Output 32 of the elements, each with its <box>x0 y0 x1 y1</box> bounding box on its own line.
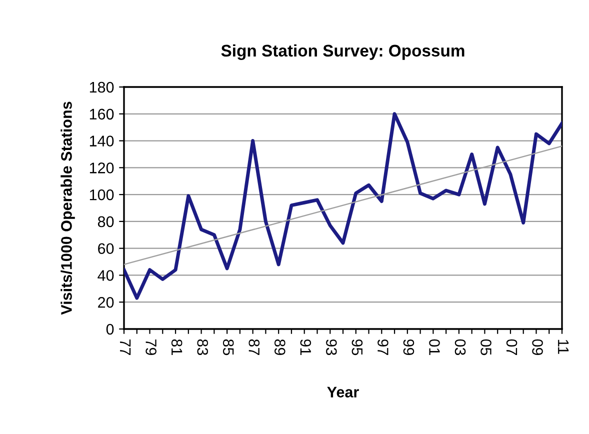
x-tick-label: 87 <box>248 339 260 355</box>
x-tick-label: 07 <box>506 339 518 355</box>
chart-title: Sign Station Survey: Opossum <box>221 44 464 60</box>
y-tick-label: 120 <box>90 162 114 174</box>
x-tick-label: 97 <box>378 339 388 355</box>
y-tick-label: 60 <box>98 243 114 254</box>
x-tick-label: 99 <box>403 339 414 355</box>
x-tick-label: 79 <box>146 340 156 355</box>
x-tick-label: 85 <box>222 339 234 356</box>
x-tick-label: 83 <box>197 339 208 356</box>
y-tick-label: 80 <box>98 216 114 228</box>
y-tick-label: 20 <box>98 296 114 308</box>
y-tick-label: 180 <box>90 82 114 93</box>
x-tick-label: 09 <box>532 339 543 355</box>
x-tick-label: 01 <box>429 339 440 355</box>
x-tick-label: 77 <box>120 340 131 355</box>
x-tick-label: 03 <box>454 339 466 356</box>
x-tick-label: 89 <box>274 339 286 355</box>
y-axis-title: Visits/1000 Operable Stations <box>60 102 75 315</box>
line-series <box>124 112 562 300</box>
x-tick-label: 11 <box>558 340 569 354</box>
y-tick-label: 0 <box>106 324 114 335</box>
y-tick-label: 100 <box>90 189 114 200</box>
x-tick-label: 95 <box>352 339 363 356</box>
y-tick-label: 160 <box>90 108 114 120</box>
x-axis-title: Year <box>327 386 359 398</box>
x-tick-label: 93 <box>326 339 337 356</box>
x-tick-label: 81 <box>171 339 182 355</box>
y-tick-label: 40 <box>98 270 114 281</box>
y-tick-label: 140 <box>90 136 114 146</box>
x-tick-label: 05 <box>480 339 492 356</box>
x-tick-label: 91 <box>300 339 312 355</box>
